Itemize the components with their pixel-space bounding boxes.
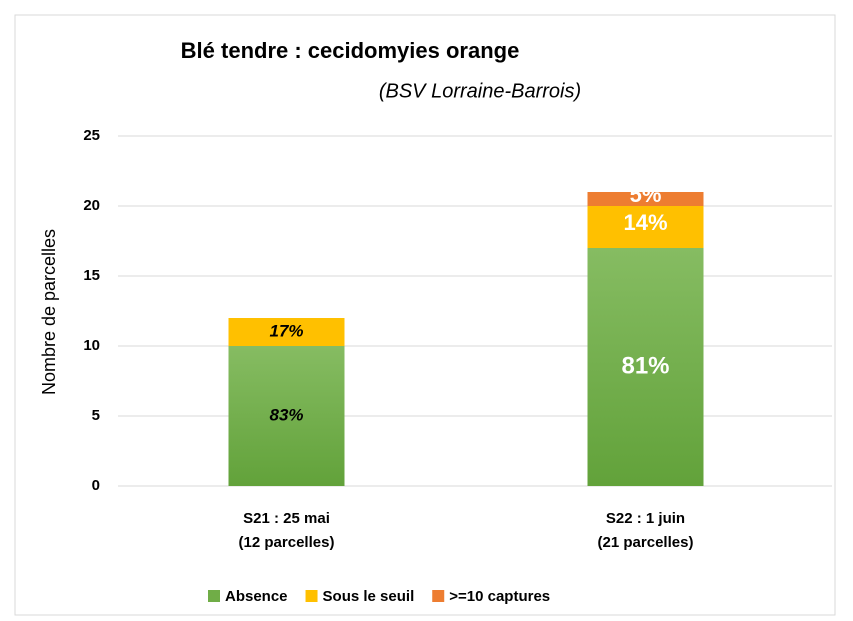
bar-segment xyxy=(587,248,704,486)
data-label: 17% xyxy=(269,321,303,340)
chart-frame xyxy=(14,14,836,616)
y-tick-label: 20 xyxy=(83,197,100,214)
x-tick-label: S21 : 25 mai xyxy=(243,510,330,527)
legend-swatch xyxy=(305,590,318,602)
y-axis-label: Nombre de parcelles xyxy=(39,229,59,395)
bar-segment xyxy=(587,192,704,206)
legend-swatch xyxy=(432,590,445,602)
y-tick-label: 25 xyxy=(83,127,100,144)
legend-label: Sous le seuil xyxy=(323,588,415,605)
x-tick-label: (12 parcelles) xyxy=(239,534,335,551)
y-tick-label: 0 xyxy=(92,477,100,494)
data-label: 14% xyxy=(623,210,667,235)
y-tick-label: 5 xyxy=(92,407,100,424)
x-tick-label: S22 : 1 juin xyxy=(606,510,685,527)
y-tick-label: 10 xyxy=(83,337,100,354)
legend-label: Absence xyxy=(225,588,288,605)
bar-segment xyxy=(587,206,704,248)
data-label: 81% xyxy=(621,352,669,379)
data-label: 83% xyxy=(269,405,303,424)
data-label: 5% xyxy=(630,182,662,207)
legend-swatch xyxy=(208,590,220,602)
y-tick-label: 15 xyxy=(83,267,100,284)
x-tick-label: (21 parcelles) xyxy=(598,534,694,551)
bar-segment xyxy=(228,346,345,486)
bar-segment xyxy=(228,318,345,346)
chart-title-note: (BSV Lorraine-Barrois) xyxy=(379,80,581,102)
chart-title: Blé tendre : cecidomyies orange xyxy=(181,38,520,63)
legend-label: >=10 captures xyxy=(449,588,550,605)
